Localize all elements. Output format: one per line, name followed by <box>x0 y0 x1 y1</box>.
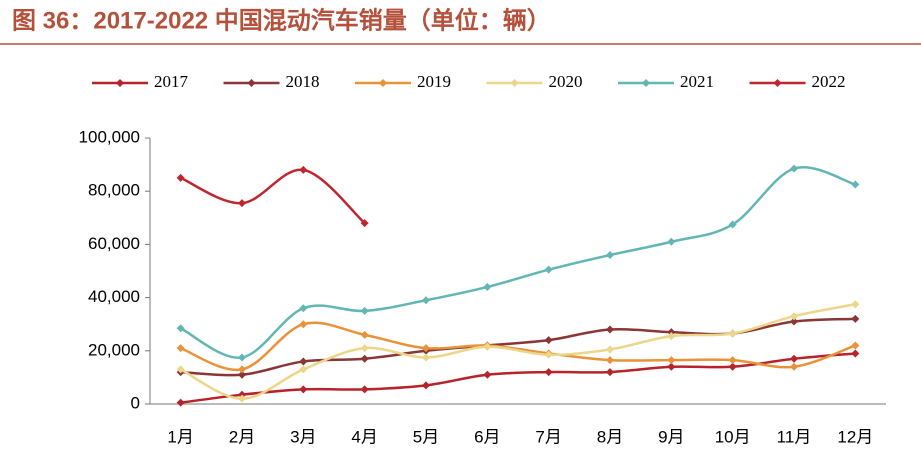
point-marker <box>851 349 860 358</box>
point-marker <box>667 237 676 246</box>
legend-marker <box>247 79 256 87</box>
point-marker <box>483 370 492 379</box>
point-marker <box>667 356 676 365</box>
point-marker <box>790 317 798 326</box>
x-tick-label: 11月 <box>777 427 812 446</box>
x-tick-label: 5月 <box>413 427 439 446</box>
point-marker <box>299 357 308 366</box>
point-marker <box>299 304 308 313</box>
point-marker <box>176 398 185 407</box>
point-marker <box>360 306 369 315</box>
series-line <box>180 168 366 225</box>
legend-label: 2017 <box>154 72 189 91</box>
point-marker <box>790 354 798 363</box>
y-tick-label: 60,000 <box>88 234 140 253</box>
series-line <box>180 303 856 400</box>
x-tick-label: 1月 <box>167 427 193 446</box>
legend-label: 2022 <box>812 72 846 91</box>
point-marker <box>360 385 369 394</box>
point-marker <box>851 300 860 309</box>
point-marker <box>422 344 430 353</box>
x-tick-label: 3月 <box>290 427 316 446</box>
point-marker <box>176 324 185 333</box>
y-tick-label: 100,000 <box>79 127 140 146</box>
point-marker <box>667 362 676 371</box>
y-tick-label: 20,000 <box>88 340 140 359</box>
legend-label: 2020 <box>549 72 583 91</box>
x-tick-label: 8月 <box>597 427 623 446</box>
point-marker <box>728 362 737 371</box>
point-marker <box>851 180 860 189</box>
x-tick-label: 4月 <box>351 427 377 446</box>
point-marker <box>360 330 369 339</box>
point-marker <box>238 365 246 374</box>
point-marker <box>238 370 246 379</box>
point-marker <box>422 353 430 362</box>
x-tick-label: 2月 <box>229 427 255 446</box>
point-marker <box>299 365 308 374</box>
point-marker <box>851 314 860 323</box>
point-marker <box>176 344 185 353</box>
point-marker <box>544 350 553 359</box>
point-marker <box>238 199 246 208</box>
point-marker <box>360 354 369 363</box>
y-tick-label: 0 <box>131 393 140 412</box>
point-marker <box>422 296 430 305</box>
point-marker <box>606 251 614 260</box>
point-marker <box>606 356 614 365</box>
point-marker <box>667 332 676 341</box>
point-marker <box>544 265 553 274</box>
legend-marker <box>642 79 650 87</box>
point-marker <box>299 320 308 329</box>
x-tick-label: 9月 <box>658 427 684 446</box>
point-marker <box>606 345 614 354</box>
point-marker <box>790 362 798 371</box>
point-marker <box>606 368 614 377</box>
series-line <box>180 352 856 404</box>
legend-marker <box>379 79 387 87</box>
x-tick-label: 6月 <box>474 427 500 446</box>
legend-marker <box>510 79 519 87</box>
point-marker <box>483 282 492 291</box>
y-tick-label: 80,000 <box>88 181 140 200</box>
x-tick-label: 12月 <box>837 427 873 446</box>
point-marker <box>238 394 246 403</box>
point-marker <box>360 219 369 228</box>
point-marker <box>238 353 246 362</box>
point-marker <box>544 368 553 377</box>
point-marker <box>851 341 860 350</box>
y-tick-label: 40,000 <box>88 287 140 306</box>
point-marker <box>606 325 614 334</box>
point-marker <box>422 381 430 390</box>
legend-label: 2019 <box>417 72 451 91</box>
point-marker <box>483 342 492 351</box>
point-marker <box>176 365 185 374</box>
point-marker <box>790 312 798 321</box>
point-marker <box>728 329 737 338</box>
x-tick-label: 7月 <box>535 427 561 446</box>
point-marker <box>299 165 308 174</box>
point-marker <box>176 173 185 182</box>
legend-marker <box>116 79 124 87</box>
legend-marker <box>773 79 782 87</box>
point-marker <box>299 385 308 394</box>
series-line <box>180 166 856 359</box>
point-marker <box>360 344 369 353</box>
x-tick-label: 10月 <box>715 427 751 446</box>
point-marker <box>544 336 553 345</box>
legend-label: 2018 <box>286 72 320 91</box>
legend-label: 2021 <box>680 72 714 91</box>
point-marker <box>790 164 798 173</box>
point-marker <box>728 220 737 229</box>
chart-title: 图 36：2017-2022 中国混动汽车销量（单位：辆） <box>12 6 551 34</box>
point-marker <box>728 356 737 365</box>
